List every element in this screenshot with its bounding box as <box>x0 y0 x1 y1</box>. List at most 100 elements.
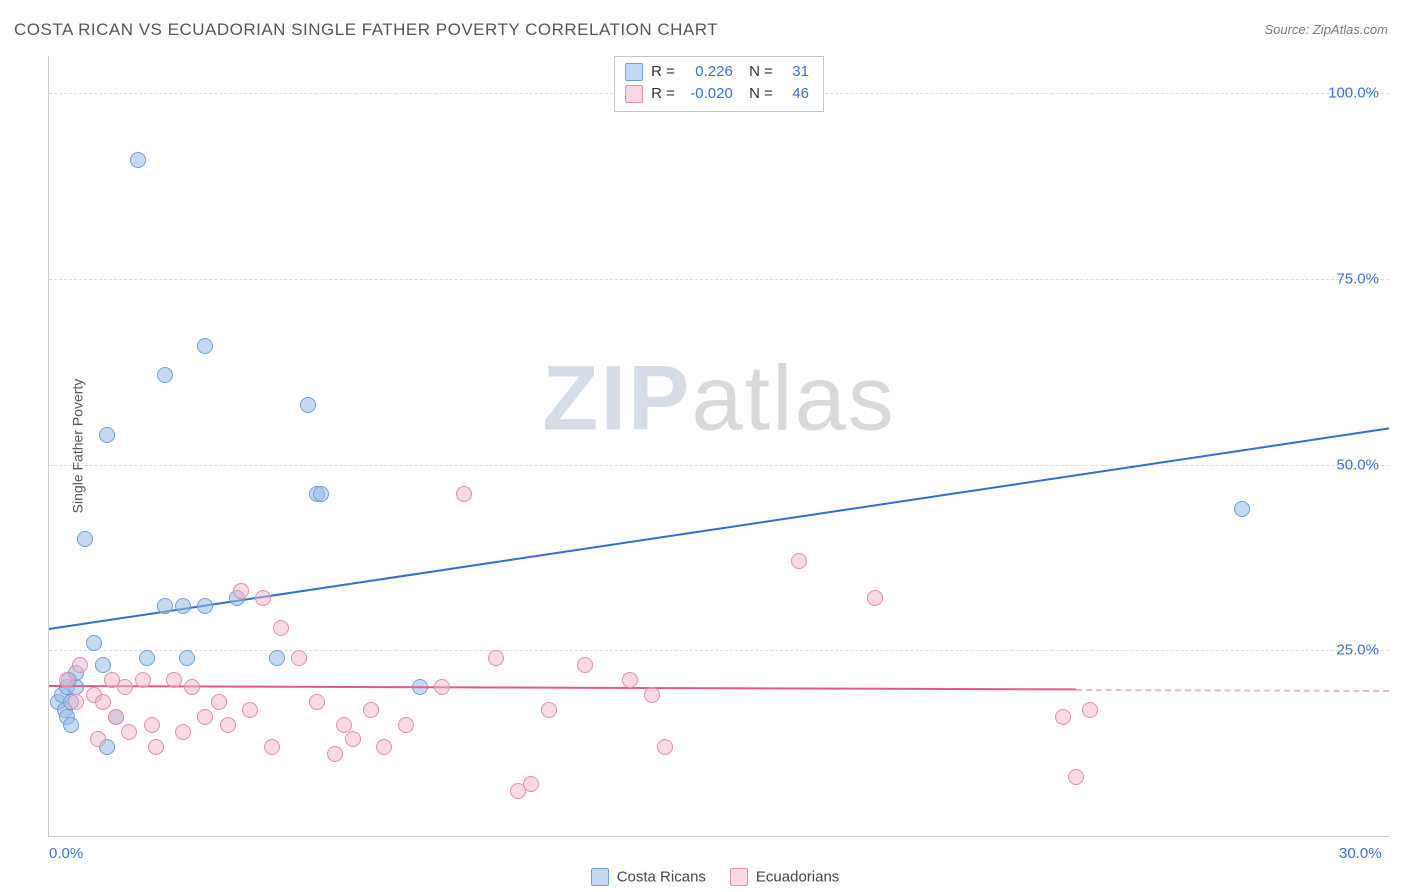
data-point <box>309 694 325 710</box>
data-point <box>197 338 213 354</box>
data-point <box>139 650 155 666</box>
trend-line <box>49 685 1076 690</box>
data-point <box>541 702 557 718</box>
data-point <box>867 590 883 606</box>
y-tick-label: 25.0% <box>1336 642 1379 659</box>
n-label: N = <box>741 83 773 105</box>
data-point <box>197 709 213 725</box>
data-point <box>523 776 539 792</box>
data-point <box>622 672 638 688</box>
x-tick-label: 30.0% <box>1339 845 1382 862</box>
x-tick-label: 0.0% <box>49 845 83 862</box>
legend-swatch <box>625 85 643 103</box>
data-point <box>77 531 93 547</box>
data-point <box>211 694 227 710</box>
data-point <box>269 650 285 666</box>
data-point <box>95 657 111 673</box>
data-point <box>184 679 200 695</box>
data-point <box>86 635 102 651</box>
data-point <box>242 702 258 718</box>
legend-label: Ecuadorians <box>756 869 839 886</box>
legend-swatch <box>625 63 643 81</box>
data-point <box>791 553 807 569</box>
data-point <box>90 731 106 747</box>
data-point <box>273 620 289 636</box>
data-point <box>577 657 593 673</box>
gridline <box>49 279 1389 280</box>
r-label: R = <box>651 61 675 83</box>
legend-swatch <box>730 868 748 886</box>
data-point <box>175 598 191 614</box>
data-point <box>1055 709 1071 725</box>
data-point <box>363 702 379 718</box>
correlation-legend: R = 0.226 N = 31 R = -0.020 N = 46 <box>614 56 824 112</box>
data-point <box>398 717 414 733</box>
watermark-atlas: atlas <box>691 348 895 450</box>
watermark: ZIPatlas <box>542 347 895 452</box>
gridline <box>49 465 1389 466</box>
data-point <box>1068 769 1084 785</box>
data-point <box>264 739 280 755</box>
legend-row: R = -0.020 N = 46 <box>625 83 809 105</box>
data-point <box>220 717 236 733</box>
data-point <box>95 694 111 710</box>
plot-area: ZIPatlas R = 0.226 N = 31 R = -0.020 N = 46 2… <box>48 56 1389 837</box>
source-prefix: Source: <box>1264 22 1312 37</box>
data-point <box>144 717 160 733</box>
legend-swatch <box>591 868 609 886</box>
watermark-zip: ZIP <box>542 348 691 450</box>
data-point <box>72 657 88 673</box>
data-point <box>434 679 450 695</box>
trend-line <box>49 427 1389 630</box>
data-point <box>179 650 195 666</box>
data-point <box>1082 702 1098 718</box>
r-value: -0.020 <box>683 83 733 105</box>
data-point <box>327 746 343 762</box>
data-point <box>148 739 164 755</box>
data-point <box>291 650 307 666</box>
chart-title: COSTA RICAN VS ECUADORIAN SINGLE FATHER … <box>14 20 718 40</box>
data-point <box>313 486 329 502</box>
data-point <box>644 687 660 703</box>
data-point <box>175 724 191 740</box>
y-tick-label: 50.0% <box>1336 456 1379 473</box>
y-tick-label: 75.0% <box>1336 270 1379 287</box>
data-point <box>166 672 182 688</box>
source-name: ZipAtlas.com <box>1313 22 1388 37</box>
data-point <box>68 694 84 710</box>
series-legend: Costa Ricans Ecuadorians <box>0 868 1406 886</box>
gridline <box>49 650 1389 651</box>
data-point <box>345 731 361 747</box>
data-point <box>117 679 133 695</box>
data-point <box>121 724 137 740</box>
r-label: R = <box>651 83 675 105</box>
n-value: 31 <box>781 61 809 83</box>
legend-label: Costa Ricans <box>617 869 706 886</box>
data-point <box>336 717 352 733</box>
trend-line <box>1076 689 1389 692</box>
data-point <box>108 709 124 725</box>
data-point <box>157 598 173 614</box>
r-value: 0.226 <box>683 61 733 83</box>
data-point <box>255 590 271 606</box>
data-point <box>657 739 673 755</box>
data-point <box>59 672 75 688</box>
n-label: N = <box>741 61 773 83</box>
n-value: 46 <box>781 83 809 105</box>
legend-row: R = 0.226 N = 31 <box>625 61 809 83</box>
y-tick-label: 100.0% <box>1328 85 1379 102</box>
data-point <box>130 152 146 168</box>
data-point <box>300 397 316 413</box>
data-point <box>488 650 504 666</box>
data-point <box>135 672 151 688</box>
chart-source: Source: ZipAtlas.com <box>1264 22 1388 37</box>
data-point <box>63 717 79 733</box>
data-point <box>157 367 173 383</box>
data-point <box>197 598 213 614</box>
data-point <box>233 583 249 599</box>
data-point <box>456 486 472 502</box>
data-point <box>376 739 392 755</box>
data-point <box>1234 501 1250 517</box>
data-point <box>99 427 115 443</box>
chart-container: COSTA RICAN VS ECUADORIAN SINGLE FATHER … <box>0 0 1406 892</box>
